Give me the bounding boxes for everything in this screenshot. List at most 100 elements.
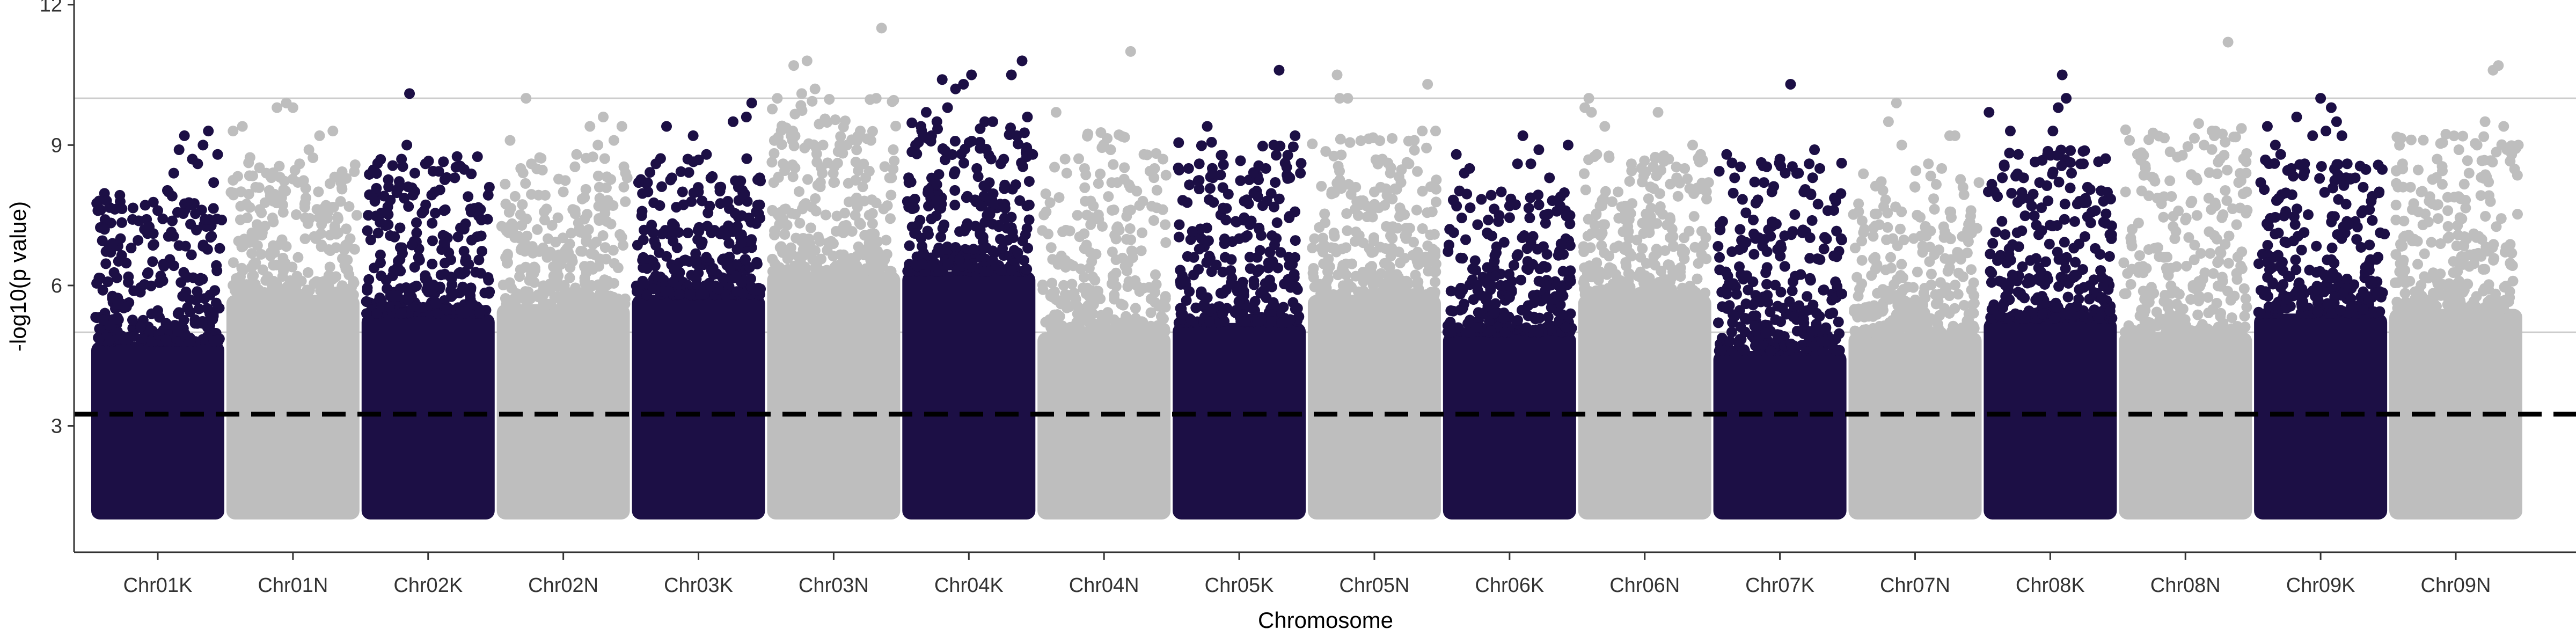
data-point xyxy=(2453,144,2464,156)
data-point xyxy=(1328,150,1340,162)
peak-point xyxy=(2012,149,2024,160)
data-point xyxy=(824,93,835,105)
data-point xyxy=(2119,288,2130,299)
peak-point xyxy=(1194,158,1205,170)
data-point xyxy=(735,237,747,248)
data-point xyxy=(451,151,463,162)
data-point xyxy=(586,280,597,291)
data-point xyxy=(1785,229,1797,240)
data-point xyxy=(2181,260,2192,272)
data-point xyxy=(102,276,113,287)
data-point xyxy=(1797,227,1808,238)
data-point xyxy=(797,203,808,215)
data-point xyxy=(2071,301,2082,312)
data-point xyxy=(1330,246,1342,258)
data-point xyxy=(1668,241,1679,252)
data-point xyxy=(2173,206,2184,217)
data-point xyxy=(249,259,260,270)
data-point xyxy=(680,254,691,266)
data-point xyxy=(1958,299,1970,311)
point-cloud-base xyxy=(91,341,224,519)
data-point xyxy=(1741,270,1752,281)
data-point xyxy=(802,174,814,185)
data-point xyxy=(620,196,631,207)
chromosome-group xyxy=(90,126,228,519)
chromosome-group xyxy=(1442,130,1577,519)
data-point xyxy=(1583,154,1594,165)
data-point xyxy=(1447,194,1459,206)
data-point xyxy=(427,217,438,229)
data-point xyxy=(1787,276,1798,287)
data-point xyxy=(1986,277,1997,288)
data-point xyxy=(668,276,679,288)
data-point xyxy=(1739,326,1751,338)
data-point xyxy=(411,227,422,238)
peak-point xyxy=(661,121,672,132)
data-point xyxy=(2206,204,2217,215)
data-point xyxy=(375,257,386,268)
data-point xyxy=(888,144,899,155)
data-point xyxy=(1103,191,1114,202)
peak-point xyxy=(261,167,272,179)
data-point xyxy=(100,258,112,269)
data-point xyxy=(927,260,938,271)
peak-point xyxy=(687,130,699,141)
peak-point xyxy=(633,177,644,188)
data-point xyxy=(537,164,548,175)
chromosome-group xyxy=(766,23,902,519)
data-point xyxy=(1896,259,1907,270)
data-point xyxy=(1555,191,1566,202)
data-point xyxy=(365,235,376,246)
peak-point xyxy=(2214,153,2226,165)
data-point xyxy=(975,229,986,240)
data-point xyxy=(1284,211,1295,222)
data-point xyxy=(1289,268,1300,280)
data-point xyxy=(2052,302,2063,313)
data-point xyxy=(260,275,272,286)
data-point xyxy=(813,266,824,277)
data-point xyxy=(385,230,396,241)
data-point xyxy=(2358,304,2369,315)
data-point xyxy=(1772,333,1783,344)
peak-point xyxy=(272,102,283,113)
data-point xyxy=(1278,302,1289,313)
data-point xyxy=(2399,288,2411,299)
data-point xyxy=(1238,290,1249,301)
peak-point xyxy=(2090,205,2101,216)
data-point xyxy=(1409,144,1420,156)
data-point xyxy=(641,289,653,301)
peak-point xyxy=(1111,177,1123,188)
peak-point xyxy=(2106,233,2117,244)
data-point xyxy=(430,208,441,219)
data-point xyxy=(1638,289,1649,300)
data-point xyxy=(316,228,327,239)
peak-point xyxy=(1422,78,1433,90)
data-point xyxy=(2119,326,2131,338)
data-point xyxy=(631,286,642,297)
data-point xyxy=(743,213,755,224)
peak-point xyxy=(2047,126,2059,137)
data-point xyxy=(111,313,122,325)
data-point xyxy=(1066,289,1077,301)
data-point xyxy=(2186,195,2198,207)
data-point xyxy=(2440,129,2451,140)
data-point xyxy=(1095,169,1106,180)
peak-point xyxy=(2241,186,2252,197)
data-point xyxy=(1040,188,1051,200)
data-point xyxy=(1621,277,1632,288)
data-point xyxy=(999,203,1011,214)
data-point xyxy=(1856,215,1868,226)
data-point xyxy=(975,200,986,211)
data-point xyxy=(581,152,592,164)
data-point xyxy=(586,248,597,259)
data-point xyxy=(2142,298,2153,309)
data-point xyxy=(2230,131,2241,143)
data-point xyxy=(1268,297,1279,308)
data-point xyxy=(1578,168,1590,179)
peak-point xyxy=(1984,107,1995,118)
peak-point xyxy=(2180,214,2191,225)
data-point xyxy=(2293,279,2304,290)
data-point xyxy=(2170,286,2181,297)
data-point xyxy=(1894,223,1906,235)
data-point xyxy=(1985,266,1996,277)
